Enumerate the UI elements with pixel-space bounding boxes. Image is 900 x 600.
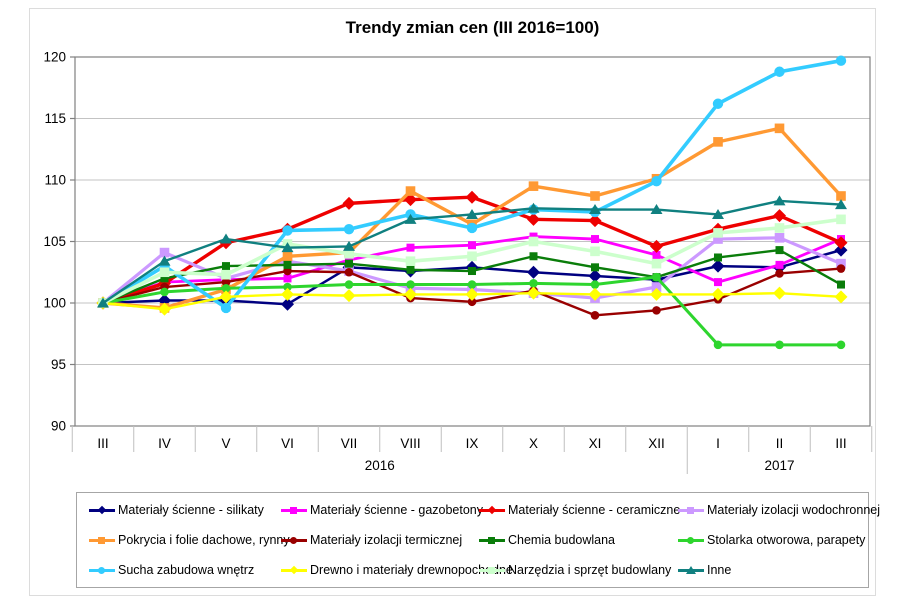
svg-text:III: III: [97, 436, 108, 451]
svg-text:2016: 2016: [365, 458, 395, 473]
legend-label: Inne: [707, 563, 732, 577]
legend-label: Pokrycia i folie dachowe, rynny: [118, 533, 290, 547]
svg-text:105: 105: [43, 234, 66, 249]
legend-item-silikaty: Materiały ścienne - silikaty: [77, 503, 269, 517]
legend-swatch-silikaty: [89, 505, 115, 516]
legend-swatch-pokrycia: [89, 535, 115, 546]
svg-text:120: 120: [43, 50, 66, 65]
legend-label: Materiały ścienne - silikaty: [118, 503, 264, 517]
legend-item-sucha: Sucha zabudowa wnętrz: [77, 563, 269, 577]
svg-text:110: 110: [44, 173, 66, 188]
legend-label: Chemia budowlana: [508, 533, 616, 547]
svg-text:X: X: [529, 436, 538, 451]
legend-swatch-gazobetony: [281, 505, 307, 516]
legend-label: Materiały ścienne - gazobetony: [310, 503, 484, 517]
svg-text:2017: 2017: [764, 458, 794, 473]
legend-item-termicznej: Materiały izolacji termicznej: [269, 533, 467, 547]
chart-legend: Materiały ścienne - silikaty Materiały ś…: [76, 492, 880, 588]
legend-swatch-drewno: [281, 565, 307, 576]
legend-swatch-stolarka: [678, 535, 704, 546]
svg-text:II: II: [776, 436, 784, 451]
legend-item-pokrycia: Pokrycia i folie dachowe, rynny: [77, 533, 290, 547]
svg-text:V: V: [221, 436, 230, 451]
legend-swatch-ceramiczne: [479, 505, 505, 516]
svg-text:XII: XII: [648, 436, 665, 451]
svg-text:I: I: [716, 436, 720, 451]
svg-text:III: III: [835, 436, 846, 451]
legend-swatch-termicznej: [281, 535, 307, 546]
legend-item-narzedzia: Narzędzia i sprzęt budowlany: [467, 563, 671, 577]
legend-item-stolarka: Stolarka otworowa, parapety: [666, 533, 866, 547]
legend-item-drewno: Drewno i materiały drewnopochodne: [269, 563, 513, 577]
chart-title: Trendy zmian cen (III 2016=100): [345, 18, 600, 37]
legend-label: Sucha zabudowa wnętrz: [118, 563, 255, 577]
svg-text:VII: VII: [341, 436, 358, 451]
svg-text:115: 115: [44, 111, 66, 126]
svg-text:XI: XI: [589, 436, 602, 451]
svg-text:IV: IV: [158, 436, 171, 451]
legend-label: Materiały izolacji wodochronnej: [707, 503, 880, 517]
legend-item-inne: Inne: [666, 563, 866, 577]
legend-swatch-wodochronnej: [678, 505, 704, 516]
legend-swatch-narzedzia: [479, 565, 505, 576]
legend-item-wodochronnej: Materiały izolacji wodochronnej: [666, 503, 880, 517]
legend-item-chemia: Chemia budowlana: [467, 533, 666, 547]
legend-label: Materiały ścienne - ceramiczne: [508, 503, 681, 517]
legend-swatch-chemia: [479, 535, 505, 546]
svg-text:VI: VI: [281, 436, 294, 451]
legend-label: Stolarka otworowa, parapety: [707, 533, 866, 547]
legend-item-ceramiczne: Materiały ścienne - ceramiczne: [467, 503, 680, 517]
legend-swatch-inne: [678, 565, 704, 576]
legend-label: Drewno i materiały drewnopochodne: [310, 563, 513, 577]
legend-label: Narzędzia i sprzęt budowlany: [508, 563, 672, 577]
legend-swatch-sucha: [89, 565, 115, 576]
svg-text:VIII: VIII: [400, 436, 420, 451]
legend-label: Materiały izolacji termicznej: [310, 533, 463, 547]
svg-text:IX: IX: [466, 436, 479, 451]
svg-text:90: 90: [51, 419, 66, 434]
svg-text:95: 95: [51, 357, 66, 372]
svg-text:100: 100: [43, 296, 66, 311]
legend-item-gazobetony: Materiały ścienne - gazobetony: [269, 503, 483, 517]
